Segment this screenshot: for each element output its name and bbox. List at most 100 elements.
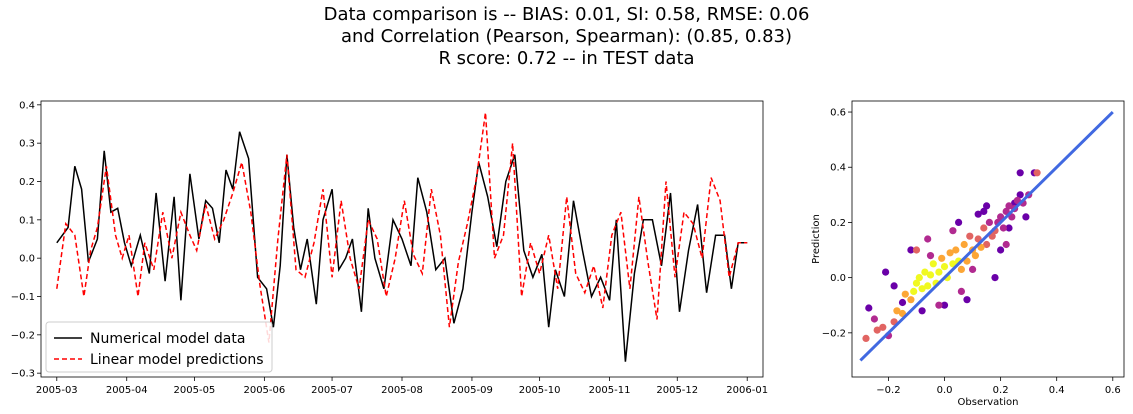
scatter-point: [918, 285, 926, 293]
linear-model-line: [56, 112, 748, 343]
scatter-point: [940, 301, 949, 309]
y-tick-label: −0.2: [822, 328, 846, 339]
x-axis-title: Observation: [958, 397, 1019, 408]
scatter-point: [893, 307, 901, 315]
scatter-point: [985, 218, 994, 226]
scatter-point: [1005, 202, 1013, 210]
scatter-point: [991, 274, 999, 282]
scatter-point: [983, 240, 991, 249]
x-tick-label: 2005-05: [174, 385, 216, 396]
scatter-point: [882, 268, 890, 276]
scatter-point: [870, 315, 879, 323]
scatter-point: [924, 235, 932, 243]
legend-label: Linear model predictions: [90, 352, 264, 368]
scatter-point: [921, 268, 929, 276]
scatter-chart: −0.2 0.0 0.2 0.4 0.6 0.6 0.4 0.2 0.0 −0.2 Observat…: [811, 100, 1125, 408]
y-tick-label: 0.2: [830, 218, 846, 229]
scatter-point: [974, 210, 982, 218]
x-tick-label: 2005-04: [106, 385, 148, 396]
y-tick-label: −0.2: [11, 330, 35, 341]
scatter-point: [912, 246, 921, 254]
scatter-point: [865, 304, 873, 312]
scatter-point: [952, 246, 960, 254]
scatter-point: [999, 224, 1008, 232]
scatter-point: [960, 240, 968, 249]
scatter-point: [971, 252, 980, 260]
scatter-point: [907, 296, 915, 304]
y-tick-label: −0.3: [11, 369, 35, 380]
scatter-point: [1002, 240, 1010, 249]
scatter-point: [890, 282, 898, 290]
x-tick-label: −0.2: [876, 385, 900, 396]
scatter-point: [935, 268, 943, 276]
y-tick-label: −0.1: [11, 292, 35, 303]
scatter-point: [980, 207, 988, 215]
x-tick-label: 0.2: [993, 385, 1009, 396]
y-tick-label: 0.0: [830, 273, 846, 284]
y-tick-label: 0.0: [19, 254, 35, 265]
scatter-point: [946, 249, 954, 257]
title-line-2: and Correlation (Pearson, Spearman): (0.…: [340, 26, 792, 47]
scatter-point: [969, 265, 977, 273]
x-tick-label: 2005-09: [451, 385, 493, 396]
legend-box: [45, 321, 273, 373]
scatter-point: [940, 263, 949, 271]
x-tick-label: 0.6: [1105, 385, 1121, 396]
scatter-point: [1016, 191, 1024, 199]
scatter-point: [929, 260, 937, 268]
x-tick-label: 2005-10: [519, 385, 561, 396]
scatter-point: [957, 287, 966, 295]
x-tick-label: 0.4: [1049, 385, 1065, 396]
x-tick-label: 2005-11: [589, 385, 631, 396]
y-tick-label: 0.6: [830, 108, 846, 119]
scatter-point: [912, 279, 921, 287]
x-tick-label: 2005-06: [243, 385, 285, 396]
scatter-point: [963, 296, 971, 304]
scatter-point: [957, 265, 966, 273]
x-tick-label: 2005-03: [36, 385, 78, 396]
scatter-point: [898, 298, 907, 307]
scatter-point: [966, 232, 974, 240]
scatter-point: [926, 271, 935, 279]
y-tick-label: 0.4: [830, 163, 846, 174]
figure-title: Data comparison is -- BIAS: 0.01, SI: 0.…: [0, 4, 1133, 70]
scatter-point: [910, 287, 918, 295]
title-line-3: R score: 0.72 -- in TEST data: [438, 48, 695, 69]
legend-label: Numerical model data: [90, 331, 245, 347]
x-tick-label: 2006-01: [726, 385, 768, 396]
scatter-point: [926, 252, 935, 260]
scatter-point: [938, 254, 946, 262]
scatter-point: [915, 274, 923, 282]
scatter-point: [924, 282, 932, 290]
scatter-point: [1033, 169, 1041, 177]
y-tick-label: 0.1: [19, 215, 35, 226]
scatter-point: [983, 202, 991, 210]
scatter-point: [980, 224, 988, 232]
scatter-point: [873, 326, 881, 334]
numerical-model-line: [56, 131, 748, 362]
scatter-point: [879, 323, 887, 331]
x-tick-label: 2005-12: [656, 385, 698, 396]
identity-fit-line: [859, 110, 1114, 362]
scatter-point: [907, 246, 915, 254]
scatter-point: [997, 246, 1005, 254]
scatter-point: [1022, 213, 1030, 221]
scatter-point: [918, 307, 926, 315]
scatter-point: [901, 290, 909, 298]
x-tick-label: 0.0: [937, 385, 953, 396]
scatter-point: [1016, 169, 1024, 177]
y-tick-label: 0.2: [19, 177, 35, 188]
scatter-point: [1005, 224, 1013, 232]
scatter-point: [862, 334, 870, 342]
scatter-point: [935, 301, 943, 309]
y-axis-title: Prediction: [811, 214, 822, 264]
y-tick-label: 0.4: [19, 100, 35, 111]
scatter-point: [955, 218, 963, 226]
title-line-1: Data comparison is -- BIAS: 0.01, SI: 0.…: [323, 4, 810, 25]
time-series-chart: 2005-03 2005-04 2005-05 2005-06 2005-07 2005-…: [11, 100, 768, 396]
x-tick-label: 2005-07: [311, 385, 353, 396]
y-tick-label: 0.3: [19, 139, 35, 150]
x-tick-label: 2005-08: [381, 385, 423, 396]
scatter-point: [949, 227, 957, 235]
